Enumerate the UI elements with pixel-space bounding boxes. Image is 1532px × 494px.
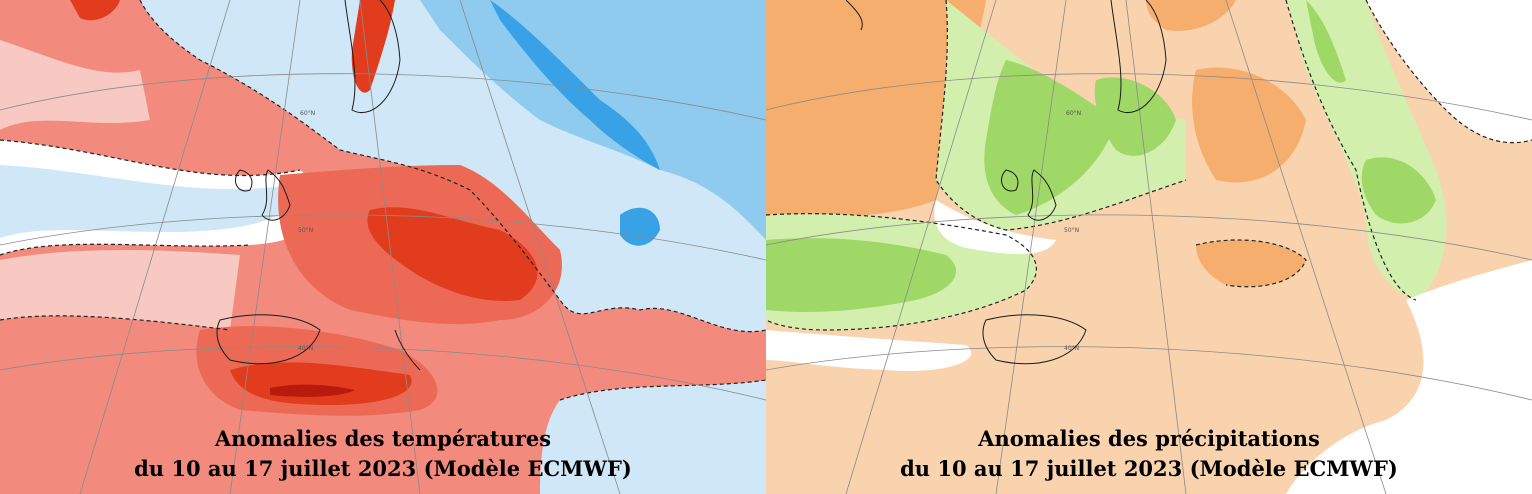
temperature-anomaly-map: 60°N 50°N 40°N Anomalies des température… bbox=[0, 0, 766, 494]
graticule-right bbox=[766, 0, 1532, 494]
cool-strong-patch bbox=[620, 207, 660, 246]
graticule bbox=[0, 0, 766, 494]
wet-light-east bbox=[1286, 0, 1447, 300]
warm-max-south bbox=[270, 384, 355, 397]
coastlines-right bbox=[845, 0, 1167, 365]
warm-deep-central bbox=[367, 207, 538, 301]
neutral-band-south bbox=[766, 330, 972, 371]
dry-mid-atlantic bbox=[766, 0, 986, 225]
precipitation-caption-period: du 10 au 17 juillet 2023 (Modèle ECMWF) bbox=[900, 456, 1398, 481]
cool-strong-streak bbox=[490, 0, 660, 170]
dry-mid-balkans bbox=[1196, 240, 1306, 287]
precipitation-anomaly-map: 60°N 50°N 40°N Anomalies des précipitati… bbox=[766, 0, 1532, 494]
precip-contours bbox=[766, 0, 1532, 331]
precipitation-caption-title: Anomalies des précipitations bbox=[978, 426, 1320, 451]
temperature-map-canvas: 60°N 50°N 40°N bbox=[0, 0, 766, 494]
cool-band-atlantic bbox=[0, 165, 294, 238]
neutral-southeast bbox=[1286, 260, 1532, 494]
lat-label-50-right: 50°N bbox=[1064, 227, 1079, 234]
anomaly-contours bbox=[0, 0, 766, 401]
neutral-northeast bbox=[1366, 0, 1532, 143]
precipitation-map-canvas: 60°N 50°N 40°N bbox=[766, 0, 1532, 494]
temperature-caption: Anomalies des températures du 10 au 17 j… bbox=[0, 424, 766, 484]
lat-label-60-right: 60°N bbox=[1066, 110, 1081, 117]
wet-mid-atlantic bbox=[766, 238, 956, 312]
light-warm-north bbox=[0, 40, 150, 130]
light-warm-west bbox=[0, 250, 240, 330]
lat-label-40: 40°N bbox=[298, 345, 313, 352]
coastlines bbox=[216, 0, 421, 371]
lat-label-60: 60°N bbox=[300, 110, 315, 117]
wet-mid-britain bbox=[984, 60, 1116, 215]
lat-label-40-right: 40°N bbox=[1064, 345, 1079, 352]
dry-mid-north bbox=[1146, 0, 1236, 31]
lat-label-50: 50°N bbox=[298, 227, 313, 234]
warm-greenland bbox=[70, 0, 120, 21]
neutral-band-biscay bbox=[934, 200, 1056, 255]
precipitation-caption: Anomalies des précipitations du 10 au 17… bbox=[766, 424, 1532, 484]
temperature-caption-period: du 10 au 17 juillet 2023 (Modèle ECMWF) bbox=[134, 456, 632, 481]
wet-mid-east-north bbox=[1306, 0, 1346, 83]
dry-mid-russia bbox=[1192, 67, 1306, 183]
wet-mid-scandinavia bbox=[1094, 77, 1176, 156]
cool-southeast bbox=[540, 380, 766, 494]
wet-mid-east bbox=[1361, 157, 1436, 224]
temperature-caption-title: Anomalies des températures bbox=[214, 426, 552, 451]
